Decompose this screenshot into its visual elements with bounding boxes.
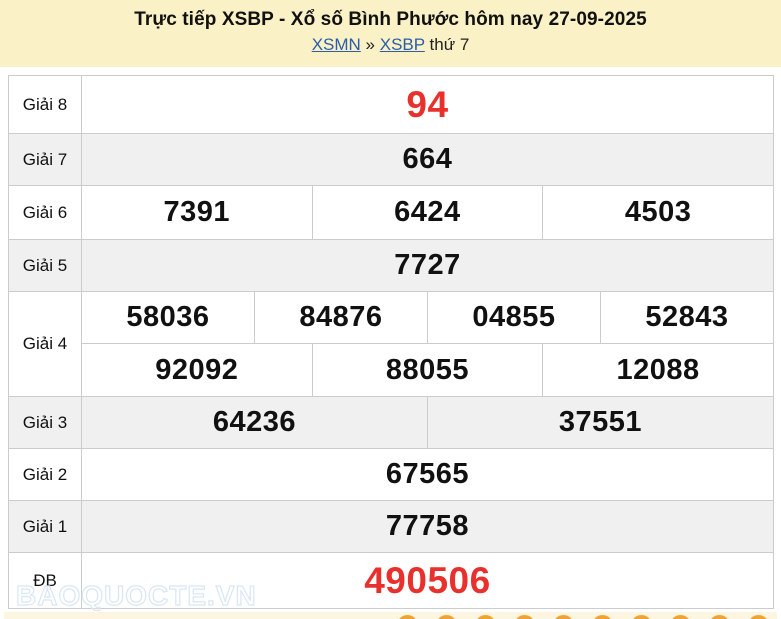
prize8-value: 94	[81, 75, 774, 134]
lotto-ball-icon	[436, 615, 457, 619]
lotto-ball-icon	[553, 615, 574, 619]
table-row-prize5: Giải 5 7727	[8, 239, 774, 292]
table-row-prize2: Giải 2 67565	[8, 448, 774, 501]
page-header: Trực tiếp XSBP - Xổ số Bình Phước hôm na…	[0, 0, 781, 67]
table-row-prize1: Giải 1 77758	[8, 500, 774, 553]
prize5-value: 7727	[81, 239, 774, 292]
table-row-prize8: Giải 8 94	[8, 75, 774, 134]
prize-db-label: ĐB	[8, 552, 82, 609]
lotto-ball-icon	[397, 615, 418, 619]
page-title: Trực tiếp XSBP - Xổ số Bình Phước hôm na…	[134, 9, 647, 30]
prize8-label: Giải 8	[8, 75, 82, 134]
prize7-label: Giải 7	[8, 133, 82, 186]
prize4-label: Giải 4	[8, 291, 82, 397]
lotto-ball-icon	[748, 615, 769, 619]
lotto-ball-strip	[4, 612, 777, 619]
breadcrumb-separator: »	[365, 35, 376, 54]
breadcrumb-link-xsbp[interactable]: XSBP	[379, 35, 425, 54]
prize4-value-6: 88055	[311, 343, 544, 397]
lotto-ball-icon	[709, 615, 730, 619]
table-row-prize3: Giải 3 64236 37551	[8, 396, 774, 449]
prize7-value: 664	[81, 133, 774, 186]
prize1-label: Giải 1	[8, 500, 82, 553]
prize2-label: Giải 2	[8, 448, 82, 501]
prize4-value-3: 04855	[426, 291, 601, 344]
table-row-prize-db: ĐB 490506	[8, 552, 774, 609]
prize2-value: 67565	[81, 448, 774, 501]
prize5-label: Giải 5	[8, 239, 82, 292]
breadcrumb-link-xsmn[interactable]: XSMN	[311, 35, 361, 54]
prize4-value-5: 92092	[81, 343, 313, 397]
breadcrumb: XSMN » XSBP thứ 7	[10, 35, 771, 55]
table-row-prize6: Giải 6 7391 6424 4503	[8, 185, 774, 240]
prize3-label: Giải 3	[8, 396, 82, 449]
table-row-prize7: Giải 7 664	[8, 133, 774, 186]
prize6-value-3: 4503	[542, 185, 774, 240]
lotto-ball-icon	[514, 615, 535, 619]
prize-db-value: 490506	[81, 552, 774, 609]
breadcrumb-suffix: thứ 7	[429, 35, 470, 54]
lotto-ball-icon	[592, 615, 613, 619]
prize4-value-2: 84876	[253, 291, 428, 344]
prize4-value-7: 12088	[542, 343, 774, 397]
lotto-ball-icon	[670, 615, 691, 619]
results-table: Giải 8 94 Giải 7 664 Giải 6 7391 6424 45…	[8, 75, 774, 609]
lotto-ball-icon	[475, 615, 496, 619]
prize6-label: Giải 6	[8, 185, 82, 240]
prize6-value-2: 6424	[311, 185, 544, 240]
prize4-value-4: 52843	[599, 291, 774, 344]
prize3-value-2: 37551	[426, 396, 774, 449]
prize1-value: 77758	[81, 500, 774, 553]
prize6-value-1: 7391	[81, 185, 313, 240]
prize4-value-1: 58036	[81, 291, 255, 344]
prize3-value-1: 64236	[81, 396, 428, 449]
table-row-prize4-a: Giải 4 58036 84876 04855 52843	[8, 291, 774, 397]
lotto-ball-icon	[631, 615, 652, 619]
table-row-prize4-b: 92092 88055 12088	[9, 343, 774, 397]
